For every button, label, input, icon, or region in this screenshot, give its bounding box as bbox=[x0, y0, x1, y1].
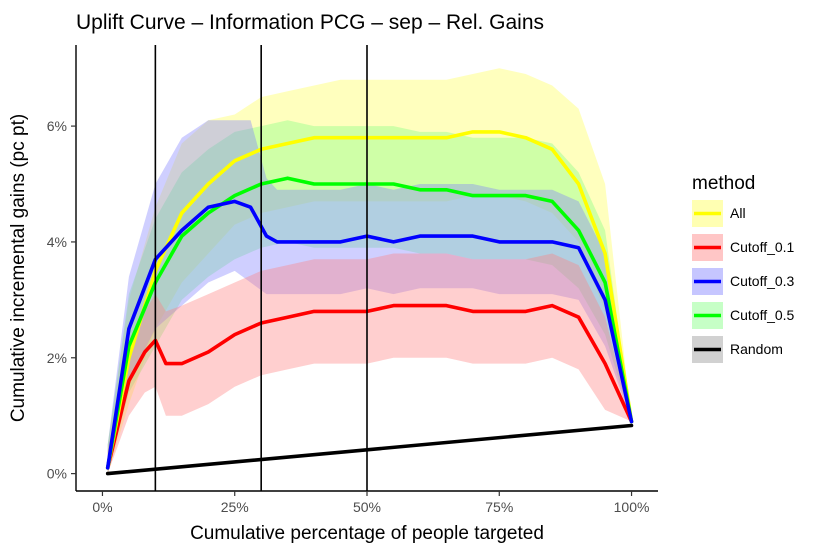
legend: method All Cutoff_0.1 Cutoff_0.3 Cutoff_0.5… bbox=[692, 173, 795, 363]
y-axis-title: Cumulative incremental gains (pc pt) bbox=[8, 114, 29, 422]
ribbon-cutoff-0-1 bbox=[107, 253, 632, 474]
line-random bbox=[105, 423, 634, 476]
y-axis-ticks: 0% 2% 4% 6% bbox=[47, 118, 76, 482]
ribbon-cutoff-0-5 bbox=[107, 120, 632, 474]
y-tick-label: 6% bbox=[47, 118, 67, 134]
y-tick-label: 4% bbox=[47, 234, 67, 250]
cutoff-lines bbox=[154, 45, 368, 491]
legend-label-cutoff-0-5: Cutoff_0.5 bbox=[730, 307, 795, 323]
confidence-ribbons bbox=[107, 68, 632, 474]
legend-key-random bbox=[692, 336, 723, 363]
legend-title: method bbox=[692, 173, 755, 194]
legend-key-cutoff-0-1 bbox=[692, 234, 723, 261]
line-cutoff-0-3 bbox=[105, 199, 634, 470]
legend-label-all: All bbox=[730, 205, 746, 221]
ribbon-cutoff-0-3 bbox=[107, 120, 632, 474]
x-axis-ticks: 0% 25% 50% 75% 100% bbox=[92, 491, 649, 515]
legend-key-cutoff-0-5 bbox=[692, 302, 723, 329]
x-tick-label: 25% bbox=[221, 499, 249, 515]
ribbon-all bbox=[107, 68, 632, 474]
legend-key-cutoff-0-3 bbox=[692, 268, 723, 295]
x-tick-label: 50% bbox=[353, 499, 381, 515]
legend-label-random: Random bbox=[730, 341, 783, 357]
x-tick-label: 75% bbox=[485, 499, 513, 515]
legend-key-all bbox=[692, 200, 723, 227]
x-axis-title: Cumulative percentage of people targeted bbox=[190, 523, 544, 544]
line-cutoff-0-1 bbox=[105, 303, 634, 470]
x-tick-label: 0% bbox=[92, 499, 112, 515]
x-tick-label: 100% bbox=[614, 499, 650, 515]
chart-title: Uplift Curve – Information PCG – sep – R… bbox=[76, 11, 544, 34]
y-tick-label: 0% bbox=[47, 466, 67, 482]
y-tick-label: 2% bbox=[47, 350, 67, 366]
legend-label-cutoff-0-1: Cutoff_0.1 bbox=[730, 239, 795, 255]
legend-label-cutoff-0-3: Cutoff_0.3 bbox=[730, 273, 795, 289]
